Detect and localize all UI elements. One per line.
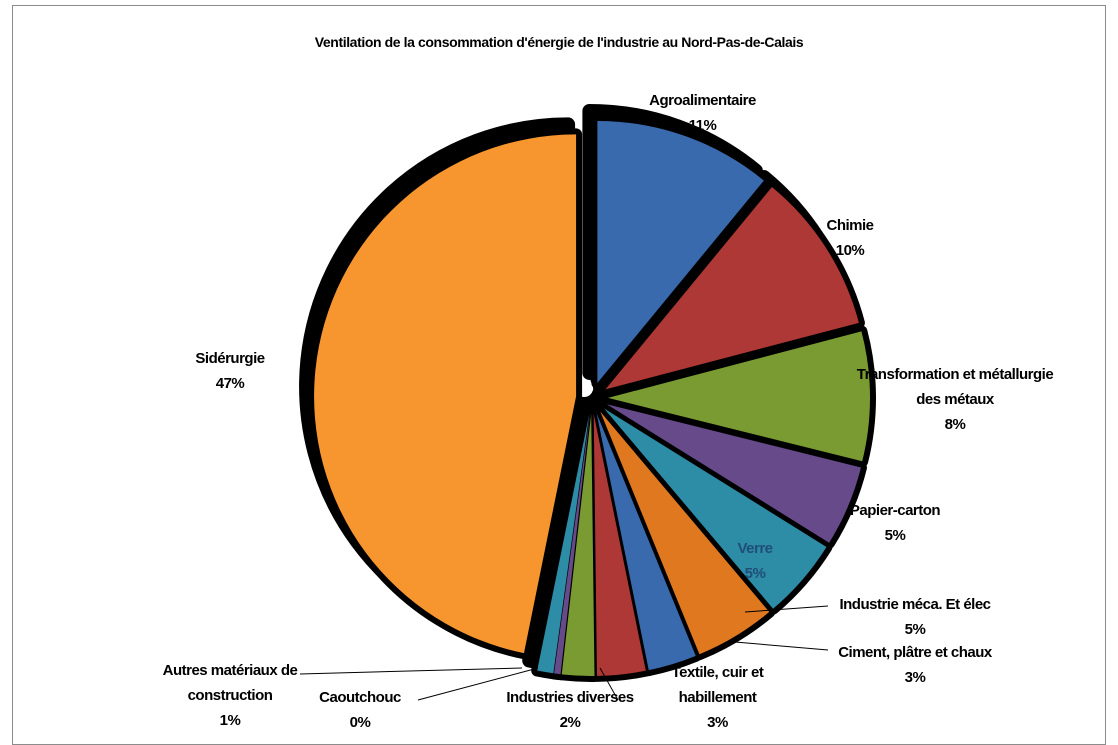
slice	[605, 187, 859, 390]
slice	[596, 413, 696, 671]
leader-line	[599, 667, 619, 701]
data-label: Caoutchouc 0%	[300, 685, 420, 735]
slice	[314, 134, 577, 654]
slice	[604, 408, 827, 609]
data-label: Ciment, plâtre et chaux 3%	[835, 640, 995, 690]
category-name: Papier-carton	[849, 502, 941, 519]
chart-title: Ventilation de la consommation d'énergie…	[314, 34, 804, 50]
value-label: 5%	[884, 527, 906, 544]
data-label: Sidérurgie 47%	[175, 346, 285, 396]
slice	[606, 404, 861, 543]
category-name: Ciment, plâtre et chaux	[838, 644, 992, 661]
slice	[607, 331, 870, 462]
category-name: Caoutchouc	[319, 689, 401, 706]
data-label: Transformation et métallurgie des métaux…	[850, 362, 1060, 437]
category-name: Chimie	[826, 217, 874, 234]
leader-line	[734, 641, 829, 651]
category-name: Agroalimentaire	[649, 92, 756, 109]
slice	[554, 413, 591, 675]
value-label: 10%	[835, 242, 865, 259]
data-label: Textile, cuir et habillement 3%	[660, 660, 775, 735]
data-label: Industries diverses 2%	[480, 685, 660, 735]
data-label: Verre 5%	[700, 536, 810, 586]
value-label: 2%	[559, 714, 581, 731]
slice	[561, 413, 595, 676]
slice	[593, 413, 646, 676]
leader-line	[299, 667, 523, 675]
category-name: Textile, cuir et habillement	[671, 664, 764, 706]
category-name: Industries diverses	[506, 689, 634, 706]
value-label: 5%	[904, 621, 926, 638]
data-label: Chimie 10%	[790, 213, 910, 263]
data-label: Autres matériaux de construction 1%	[150, 658, 310, 733]
slice	[597, 120, 764, 383]
value-label: 5%	[744, 565, 766, 582]
leader-line	[744, 605, 829, 613]
value-label: 8%	[944, 416, 966, 433]
value-label: 0%	[349, 714, 371, 731]
category-name: Industrie méca. Et élec	[839, 596, 991, 613]
value-label: 1%	[219, 712, 241, 729]
slice	[537, 413, 590, 674]
category-name: Verre	[737, 540, 773, 557]
value-label: 3%	[707, 714, 728, 731]
category-name: Autres matériaux de construction	[162, 662, 298, 704]
category-name: Sidérurgie	[195, 350, 265, 367]
value-label: 47%	[215, 375, 245, 392]
data-label: Industrie méca. Et élec 5%	[820, 592, 1010, 642]
category-name: Transformation et métallurgie des métaux	[856, 366, 1054, 408]
leader-line	[417, 667, 539, 701]
value-label: 3%	[904, 669, 926, 686]
data-label: Papier-carton 5%	[830, 498, 960, 548]
slice	[600, 411, 770, 655]
